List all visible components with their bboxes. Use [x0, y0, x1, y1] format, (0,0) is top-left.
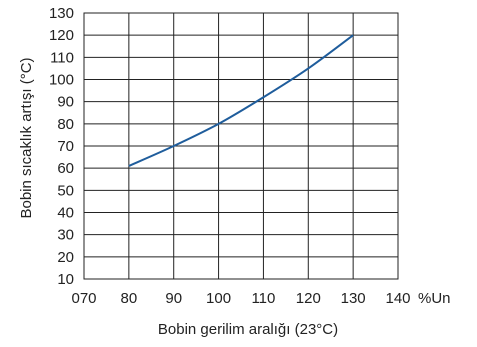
x-tick-label: 130: [341, 290, 366, 307]
x-unit-label: %Un: [418, 290, 451, 307]
y-axis-title: Bobin sıcaklık artışı (°C): [18, 57, 35, 218]
x-tick-label: 140: [385, 290, 410, 307]
y-tick-label: 110: [50, 49, 74, 66]
y-tick-label: 50: [57, 182, 74, 199]
y-tick-label: 80: [57, 116, 74, 133]
x-tick-label: 90: [165, 290, 182, 307]
x-axis-title: Bobin gerilim aralığı (23°C): [158, 321, 338, 338]
y-tick-label: 90: [57, 94, 74, 111]
plot-frame: [83, 12, 399, 280]
x-tick-label: 100: [206, 290, 231, 307]
x-tick-labels: 070 80 90 100 110 120 130 140: [71, 290, 410, 307]
y-tick-label: 100: [49, 72, 74, 89]
x-tick-label: 070: [71, 290, 96, 307]
y-tick-label: 60: [57, 160, 74, 177]
y-tick-label: 30: [57, 227, 74, 244]
y-tick-label: 20: [57, 249, 74, 266]
y-tick-labels: 10 20 30 40 50 60 70 80 90 100 110 120 130: [49, 5, 74, 288]
x-tick-label: 80: [121, 290, 138, 307]
series-line: [128, 34, 354, 167]
x-tick-label: 120: [296, 290, 321, 307]
y-tick-label: 120: [49, 27, 74, 44]
y-tick-label: 40: [57, 205, 74, 222]
y-tick-label: 130: [49, 5, 74, 22]
y-tick-label: 70: [57, 138, 74, 155]
y-tick-label: 10: [57, 271, 74, 288]
x-tick-label: 110: [251, 290, 275, 307]
grid: [83, 12, 399, 280]
